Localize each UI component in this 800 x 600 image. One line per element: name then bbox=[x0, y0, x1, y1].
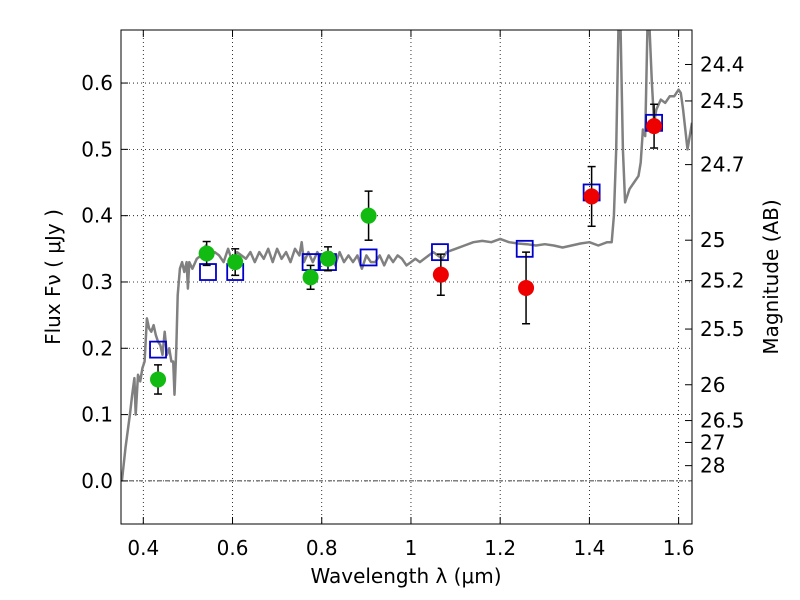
right-tick-label: 25.2 bbox=[700, 269, 745, 293]
axis-ticks bbox=[121, 30, 692, 524]
x-tick-label: 0.4 bbox=[127, 536, 159, 560]
sed-line-layer bbox=[121, 30, 692, 482]
right-tick-label: 26 bbox=[700, 373, 725, 397]
right-tick-label: 24.7 bbox=[700, 153, 745, 177]
tick-labels: 0.4 0.6 0.8 1 1.2 1.4 1.6 0.0 0.1 0.2 0.3 0.4 0.5 0.6… bbox=[81, 52, 744, 560]
y-tick-label: 0.6 bbox=[81, 71, 113, 95]
observed-point bbox=[583, 188, 600, 205]
x-tick-label: 0.6 bbox=[217, 536, 249, 560]
observed-point bbox=[150, 371, 167, 388]
y-tick-label: 0.1 bbox=[81, 403, 113, 427]
x-tick-label: 1.6 bbox=[663, 536, 695, 560]
x-axis-title: Wavelength λ (μm) bbox=[310, 564, 501, 588]
grid bbox=[121, 30, 692, 524]
model-photometry-square bbox=[431, 243, 449, 262]
observed-point bbox=[227, 254, 244, 271]
model-photometry-square bbox=[199, 263, 217, 281]
x-tick-label: 0.8 bbox=[306, 536, 338, 560]
x-tick-label: 1.4 bbox=[573, 536, 605, 560]
right-tick-label: 24.4 bbox=[700, 52, 745, 76]
y-axis-title-right: Magnitude (AB) bbox=[759, 199, 783, 354]
plot-frame bbox=[120, 29, 693, 525]
y-tick-label: 0.0 bbox=[81, 469, 113, 493]
y-tick-label: 0.3 bbox=[81, 270, 113, 294]
model-photometry-square bbox=[515, 239, 534, 258]
observed-point bbox=[360, 207, 377, 224]
right-tick-label: 25 bbox=[700, 228, 725, 252]
x-tick-label: 1 bbox=[405, 536, 418, 560]
right-tick-label: 28 bbox=[700, 454, 725, 478]
observed-point bbox=[518, 279, 535, 296]
right-tick-label: 26.5 bbox=[700, 409, 745, 433]
observed-point bbox=[646, 118, 663, 135]
observed-point bbox=[198, 245, 215, 262]
model-photometry-square bbox=[149, 340, 167, 359]
model-photometry-square bbox=[359, 248, 378, 267]
y-axis-title-left: Flux Fν ( μJy ) bbox=[41, 209, 65, 345]
observed-point bbox=[319, 250, 336, 267]
y-tick-label: 0.4 bbox=[81, 204, 113, 228]
right-tick-label: 24.5 bbox=[700, 89, 745, 113]
plot-area bbox=[121, 30, 692, 482]
y-tick-label: 0.2 bbox=[81, 336, 113, 360]
observed-points-layer bbox=[150, 103, 663, 395]
sed-line bbox=[121, 30, 692, 482]
x-tick-label: 1.2 bbox=[484, 536, 516, 560]
right-tick-label: 25.5 bbox=[700, 317, 745, 341]
right-tick-label: 27 bbox=[700, 430, 725, 454]
model-points-layer bbox=[149, 113, 663, 359]
observed-point bbox=[302, 269, 319, 286]
y-tick-label: 0.5 bbox=[81, 137, 113, 161]
observed-point bbox=[432, 266, 449, 283]
